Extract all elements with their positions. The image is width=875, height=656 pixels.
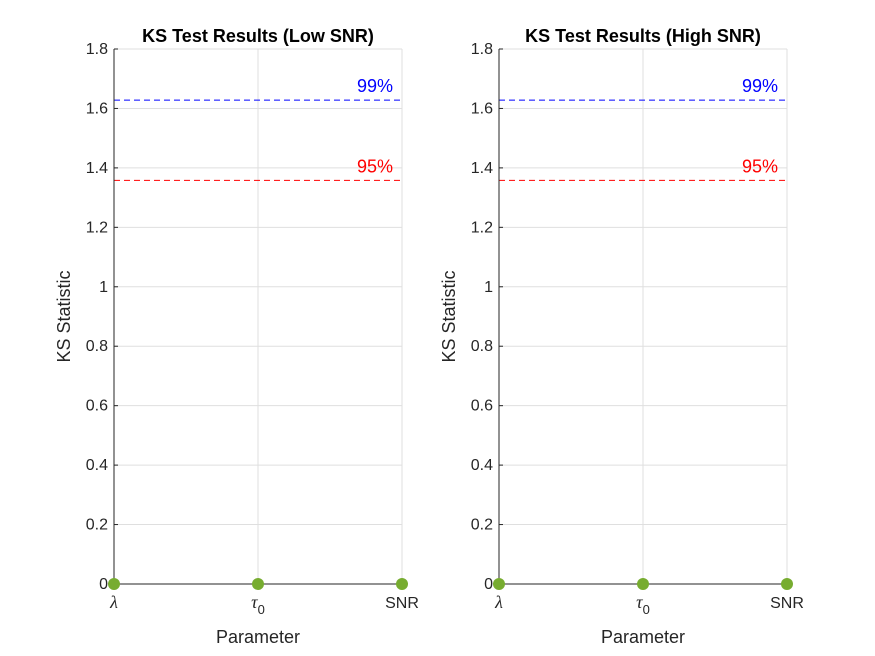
y-tick-label: 0 <box>99 576 108 593</box>
y-tick-label: 1.6 <box>471 100 493 117</box>
data-point-0 <box>108 578 120 590</box>
y-tick-label: 1.2 <box>471 219 493 236</box>
y-tick-label: 1.6 <box>86 100 108 117</box>
y-axis-label: KS Statistic <box>439 270 459 362</box>
chart-panel-low-snr: 95%99%00.20.40.60.811.21.41.61.8λ τ0 SNRKS… <box>54 26 419 647</box>
x-tick-label-subscript: 0 <box>643 602 650 617</box>
y-tick-label: 1 <box>484 279 493 296</box>
x-tick-label-main: λ <box>109 592 118 612</box>
y-axis-label: KS Statistic <box>54 270 74 362</box>
y-tick-label: 0.4 <box>471 457 493 474</box>
y-tick-label: 1.4 <box>86 160 108 177</box>
y-tick-label: 1.8 <box>86 41 108 58</box>
x-axis-label: Parameter <box>601 627 685 647</box>
y-tick-label: 1.4 <box>471 160 493 177</box>
x-tick-label: SNR <box>385 595 419 612</box>
y-tick-label: 0.6 <box>86 398 108 415</box>
x-tick-label-main: SNR <box>385 595 419 612</box>
y-tick-label: 1.2 <box>86 219 108 236</box>
chart-panel-high-snr: 95%99%00.20.40.60.811.21.41.61.8λ τ0 SNRKS… <box>439 26 804 647</box>
x-tick-label: SNR <box>770 595 804 612</box>
critical-label-95: 95% <box>742 156 778 176</box>
x-tick-label: λ <box>109 592 118 612</box>
data-point-0 <box>493 578 505 590</box>
data-point-1 <box>637 578 649 590</box>
chart-title: KS Test Results (High SNR) <box>525 26 761 46</box>
y-tick-label: 0.2 <box>86 517 108 534</box>
data-point-1 <box>252 578 264 590</box>
x-tick-label-main: λ <box>494 592 503 612</box>
y-tick-label: 0.2 <box>471 517 493 534</box>
y-tick-label: 0.6 <box>471 398 493 415</box>
y-tick-label: 1 <box>99 279 108 296</box>
y-tick-label: 0.4 <box>86 457 108 474</box>
x-axis-label: Parameter <box>216 627 300 647</box>
x-tick-label-subscript: 0 <box>258 602 265 617</box>
x-tick-label-main: SNR <box>770 595 804 612</box>
x-tick-label-main: τ <box>636 592 643 612</box>
critical-label-99: 99% <box>357 76 393 96</box>
x-tick-label-main: τ <box>251 592 258 612</box>
y-tick-label: 1.8 <box>471 41 493 58</box>
critical-label-95: 95% <box>357 156 393 176</box>
chart-title: KS Test Results (Low SNR) <box>142 26 374 46</box>
x-tick-label: τ0 <box>636 592 650 617</box>
y-tick-label: 0 <box>484 576 493 593</box>
x-tick-label: τ0 <box>251 592 265 617</box>
critical-label-99: 99% <box>742 76 778 96</box>
y-tick-label: 0.8 <box>86 338 108 355</box>
data-point-2 <box>781 578 793 590</box>
data-point-2 <box>396 578 408 590</box>
y-tick-label: 0.8 <box>471 338 493 355</box>
x-tick-label: λ <box>494 592 503 612</box>
